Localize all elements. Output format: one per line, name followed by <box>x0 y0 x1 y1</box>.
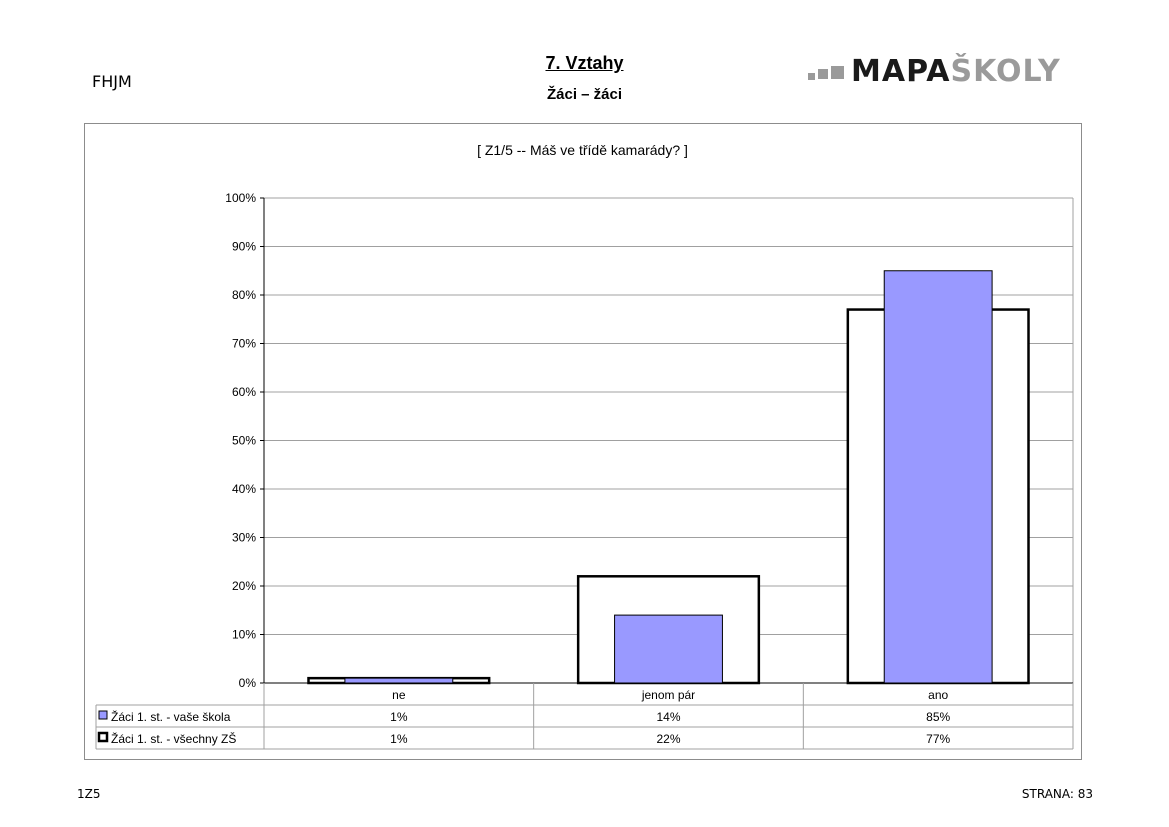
page-number: STRANA: 83 <box>1021 787 1093 801</box>
bar-chart: [ Z1/5 -- Máš ve třídě kamarády? ] 0% 10% 2… <box>95 142 1074 750</box>
school-code: FHJM <box>92 72 132 91</box>
x-tick-label: jenom pár <box>641 688 695 702</box>
y-tick-label: 80% <box>232 288 256 302</box>
data-label: 85% <box>926 710 950 724</box>
page-subtitle: Žáci – žáci <box>546 86 623 103</box>
y-tick-label: 30% <box>232 531 256 545</box>
y-tick-label: 90% <box>232 240 256 254</box>
bar-series1 <box>344 677 454 684</box>
y-tick-label: 50% <box>232 434 256 448</box>
logo-text-skoly: ŠKOLY <box>950 53 1061 89</box>
y-tick-label: 0% <box>239 676 257 690</box>
logo-text-mapa: MAPA <box>851 53 951 89</box>
y-tick-label: 10% <box>232 628 256 642</box>
legend-label: Žáci 1. st. - všechny ZŠ <box>111 731 236 746</box>
x-tick-label: ano <box>928 688 948 702</box>
logo: MAPA ŠKOLY <box>808 53 1061 89</box>
y-tick-label: 100% <box>225 191 256 205</box>
bar-series1 <box>883 270 993 684</box>
legend-label: Žáci 1. st. - vaše škola <box>111 709 231 724</box>
page-title: 7. Vztahy <box>545 53 624 73</box>
chart-area: [ Z1/5 -- Máš ve třídě kamarády? ] 0% 10% 2… <box>84 123 1082 760</box>
data-label: 1% <box>390 732 408 746</box>
data-label: 77% <box>926 732 950 746</box>
y-tick-label: 60% <box>232 385 256 399</box>
data-label: 22% <box>656 732 680 746</box>
legend-key-series2 <box>97 731 109 743</box>
x-tick-label: ne <box>392 688 406 702</box>
data-label: 14% <box>656 710 680 724</box>
logo-square-medium <box>818 69 828 79</box>
bar-series1 <box>614 614 723 684</box>
y-tick-label: 40% <box>232 482 256 496</box>
y-tick-label: 20% <box>232 579 256 593</box>
logo-square-large <box>831 65 844 79</box>
footer-code: 1Z5 <box>77 787 101 801</box>
y-tick-label: 70% <box>232 337 256 351</box>
chart-title: [ Z1/5 -- Máš ve třídě kamarády? ] <box>477 142 688 158</box>
logo-square-small <box>808 72 815 80</box>
data-label: 1% <box>390 710 408 724</box>
legend-key-series1 <box>98 710 108 720</box>
